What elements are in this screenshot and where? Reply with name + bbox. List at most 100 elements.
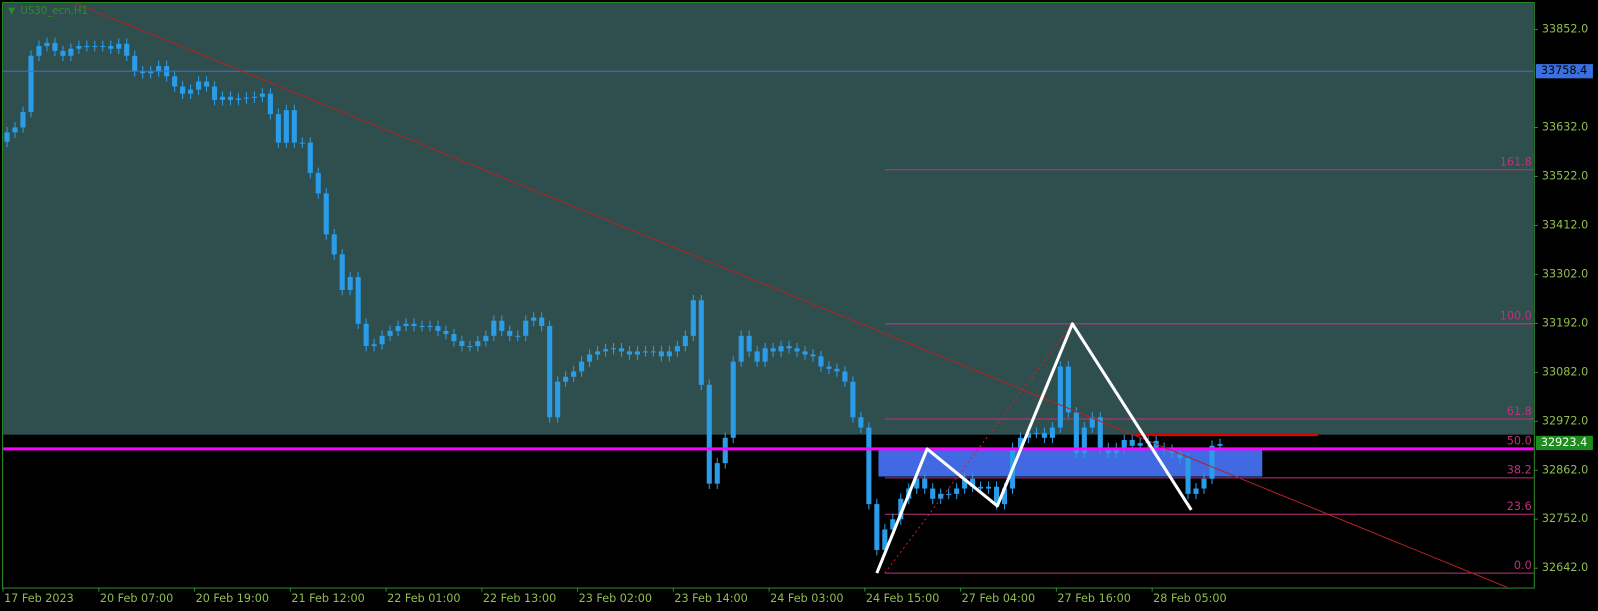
candle-body (587, 354, 593, 362)
candle-body (196, 81, 202, 90)
candle-body (682, 335, 688, 347)
candle-body (483, 335, 489, 342)
candle-body (922, 478, 928, 489)
bid-tag-label: 32923.4 (1541, 436, 1587, 449)
candle-body (890, 519, 896, 530)
candle-body (579, 361, 585, 372)
candle-body (132, 55, 138, 72)
y-tick-label: 32972.0 (1542, 414, 1588, 427)
candle-body (626, 351, 633, 355)
x-tick-label: 22 Feb 13:00 (483, 592, 556, 605)
candle-body (866, 427, 872, 505)
candle-body (1177, 452, 1183, 459)
plot-area: 0.0 23.6 38.2 50.0 61.8 100.0 161.8 (3, 3, 1534, 588)
y-tick-label: 33852.0 (1542, 23, 1588, 36)
x-tick-label: 24 Feb 15:00 (866, 592, 939, 605)
candle-body (180, 86, 186, 94)
candle-body (1073, 412, 1079, 453)
candle-body (954, 488, 960, 494)
candle-body (148, 71, 154, 74)
candle-body (762, 348, 768, 362)
candle-body (1081, 427, 1087, 453)
candle-body (411, 323, 417, 327)
candle-body (203, 81, 210, 87)
candle-body (1041, 432, 1047, 438)
candle-body (746, 335, 752, 352)
candle-body (595, 351, 601, 355)
candle-body (515, 335, 521, 337)
candle-body (962, 478, 968, 489)
candle-body (28, 55, 34, 112)
candle-body (978, 486, 984, 489)
candle-body (379, 335, 385, 345)
candle-body (539, 317, 545, 327)
candle-body (188, 89, 194, 94)
candle-body (491, 320, 497, 336)
candle-body (243, 97, 249, 99)
y-tick-label: 33302.0 (1542, 267, 1588, 280)
zigzag (875, 322, 1193, 574)
candle-body (786, 346, 792, 349)
candle-body (1097, 417, 1103, 449)
candle-body (1137, 443, 1143, 446)
candle-body (387, 330, 393, 336)
fib-label: 61.8 (1507, 405, 1532, 418)
x-tick-label: 22 Feb 01:00 (387, 592, 460, 605)
candle-body (419, 326, 425, 328)
bid-tag-box (1535, 435, 1593, 451)
candle-body (275, 114, 281, 143)
zone-rectangle (878, 448, 1263, 477)
y-tick-label: 32752.0 (1542, 512, 1588, 525)
candle-body (778, 346, 784, 352)
axes: 33852.0 33632.0 33522.0 33412.0 33302.0 33192… (2, 23, 1593, 605)
x-tick-label: 23 Feb 14:00 (674, 592, 747, 605)
candle-body (427, 326, 433, 328)
candle-body (658, 351, 664, 357)
candle-body (1121, 440, 1127, 449)
candle-body (499, 320, 505, 331)
candle-body (1089, 417, 1095, 428)
price-tag-box (1535, 64, 1593, 79)
candle-body (666, 351, 672, 357)
candle-body (1105, 448, 1111, 453)
x-tick-label: 17 Feb 2023 (4, 592, 74, 605)
y-tick-label: 33192.0 (1542, 316, 1588, 329)
candle-body (12, 127, 18, 133)
candle-body (1001, 488, 1008, 505)
candle-body (1169, 449, 1175, 453)
candle-body (802, 351, 808, 355)
candle-body (435, 326, 441, 331)
candle-body (475, 341, 481, 347)
candle-body (770, 348, 776, 352)
candle-body (563, 376, 569, 382)
y-tick-label: 33412.0 (1542, 218, 1588, 231)
candle-body (371, 344, 377, 347)
plot-frame (2, 2, 1535, 589)
x-tick-label: 27 Feb 04:00 (962, 592, 1035, 605)
candle-body (1049, 427, 1055, 438)
y-tick-label: 33082.0 (1542, 365, 1588, 378)
candle-body (722, 437, 728, 464)
candle-body (251, 96, 257, 98)
candle-body (507, 330, 513, 336)
x-tick-label: 28 Feb 05:00 (1153, 592, 1226, 605)
candle-body (331, 234, 337, 255)
candle-body (347, 277, 353, 290)
candle-body (882, 529, 888, 550)
y-tick-label: 33632.0 (1542, 120, 1588, 133)
candle-body (938, 493, 944, 499)
candle-body (993, 486, 1000, 505)
candle-body (1033, 432, 1039, 434)
candle-body (92, 46, 98, 48)
candle-body (124, 43, 130, 56)
candle-body (1217, 444, 1223, 446)
candle-body (547, 326, 553, 418)
candle-body (299, 142, 305, 144)
fib-label: 0.0 (1514, 559, 1532, 572)
candle-body (363, 323, 369, 347)
x-tick-label: 20 Feb 07:00 (100, 592, 173, 605)
candle-body (459, 341, 465, 347)
fib-base (884, 323, 1073, 574)
symbol-icon: ▼ (8, 6, 16, 17)
